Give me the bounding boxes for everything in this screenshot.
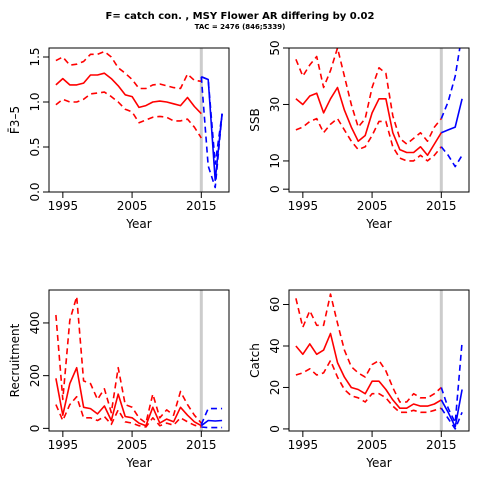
y-tick-label: 1.0 (28, 92, 42, 111)
x-tick-label: 2005 (357, 199, 388, 213)
x-axis-label: Year (365, 217, 391, 231)
x-tick-label: 2015 (186, 199, 217, 213)
series-line-historic-solid (55, 366, 202, 427)
series-line-forecast-dashed (200, 407, 223, 425)
chart-panel-f: 1995 2005 2015 0.0 0.5 1.0 1.5 Year F̄3–5 (8, 47, 230, 231)
series-line-forecast-dashed (440, 341, 463, 424)
x-axis-label: Year (125, 217, 151, 231)
chart-panel-recruitment: 1995 2005 2015 0 200 400 Year Recruitment (8, 289, 230, 470)
plot-frame (288, 289, 470, 432)
series-line-historic-solid (295, 332, 442, 410)
y-tick-label: 60 (268, 297, 282, 312)
y-tick-label: 20 (268, 380, 282, 395)
plot-frame (48, 289, 230, 432)
y-axis-label: SSB (248, 108, 262, 131)
y-tick-label: 30 (268, 97, 282, 112)
x-tick-label: 2005 (117, 199, 148, 213)
series-line-historic-solid (295, 86, 442, 157)
y-tick-label: 40 (268, 338, 282, 353)
y-tick-label: 0 (28, 425, 42, 433)
series-line-historic-dashed (55, 50, 202, 90)
series-line-historic-dashed (295, 48, 442, 145)
chart-panel-catch: 1995 2005 2015 0 20 40 60 Year Catch (248, 289, 470, 470)
y-tick-label: 0 (268, 425, 282, 433)
y-axis-label: Recruitment (8, 323, 22, 397)
page-subtitle: TAC = 2476 (846;5339) (194, 23, 286, 31)
y-tick-label: 50 (268, 40, 282, 55)
series-line-forecast-solid (440, 98, 463, 134)
x-tick-label: 2015 (186, 438, 217, 452)
y-tick-label: 0.5 (28, 137, 42, 156)
series-line-historic-dashed (295, 293, 442, 403)
x-tick-label: 2005 (117, 438, 148, 452)
series-line-forecast-dashed (200, 76, 223, 189)
y-tick-label: 10 (268, 153, 282, 168)
x-tick-label: 1995 (48, 438, 79, 452)
series-line-forecast-dashed (440, 407, 463, 430)
page-title: F= catch con. , MSY Flower AR differing … (105, 11, 375, 22)
series-line-forecast-dashed (201, 76, 223, 165)
series-line-historic-dashed (55, 295, 202, 424)
chart-panel-ssb: 1995 2005 2015 0 10 30 50 Year SSB (248, 40, 470, 231)
y-tick-label: 1.5 (28, 47, 42, 66)
x-axis-label: Year (365, 456, 391, 470)
y-tick-label: 0 (268, 185, 282, 193)
x-tick-label: 2015 (426, 199, 457, 213)
y-tick-label: 200 (28, 364, 42, 387)
series-line-forecast-solid (201, 76, 223, 182)
series-line-forecast-solid (200, 419, 223, 427)
series-line-historic-dashed (295, 117, 442, 162)
plot-frame (48, 47, 230, 193)
series-line-forecast-dashed (440, 48, 461, 119)
series-line-historic-dashed (55, 91, 202, 139)
series-line-historic-dashed (55, 395, 202, 428)
y-tick-label: 0.0 (28, 182, 42, 201)
y-axis-label: Catch (248, 343, 262, 378)
x-tick-label: 1995 (288, 199, 319, 213)
x-tick-label: 1995 (48, 199, 79, 213)
y-tick-label: 400 (28, 311, 42, 334)
x-tick-label: 2005 (357, 438, 388, 452)
plot-frame (288, 47, 470, 193)
series-line-historic-solid (55, 72, 202, 115)
series-line-forecast-solid (440, 389, 463, 428)
y-axis-label: F̄3–5 (8, 106, 22, 134)
x-tick-label: 2015 (426, 438, 457, 452)
series-line-forecast-dashed (440, 146, 463, 168)
series-line-forecast-dashed (201, 426, 223, 429)
x-axis-label: Year (125, 456, 151, 470)
x-tick-label: 1995 (288, 438, 319, 452)
